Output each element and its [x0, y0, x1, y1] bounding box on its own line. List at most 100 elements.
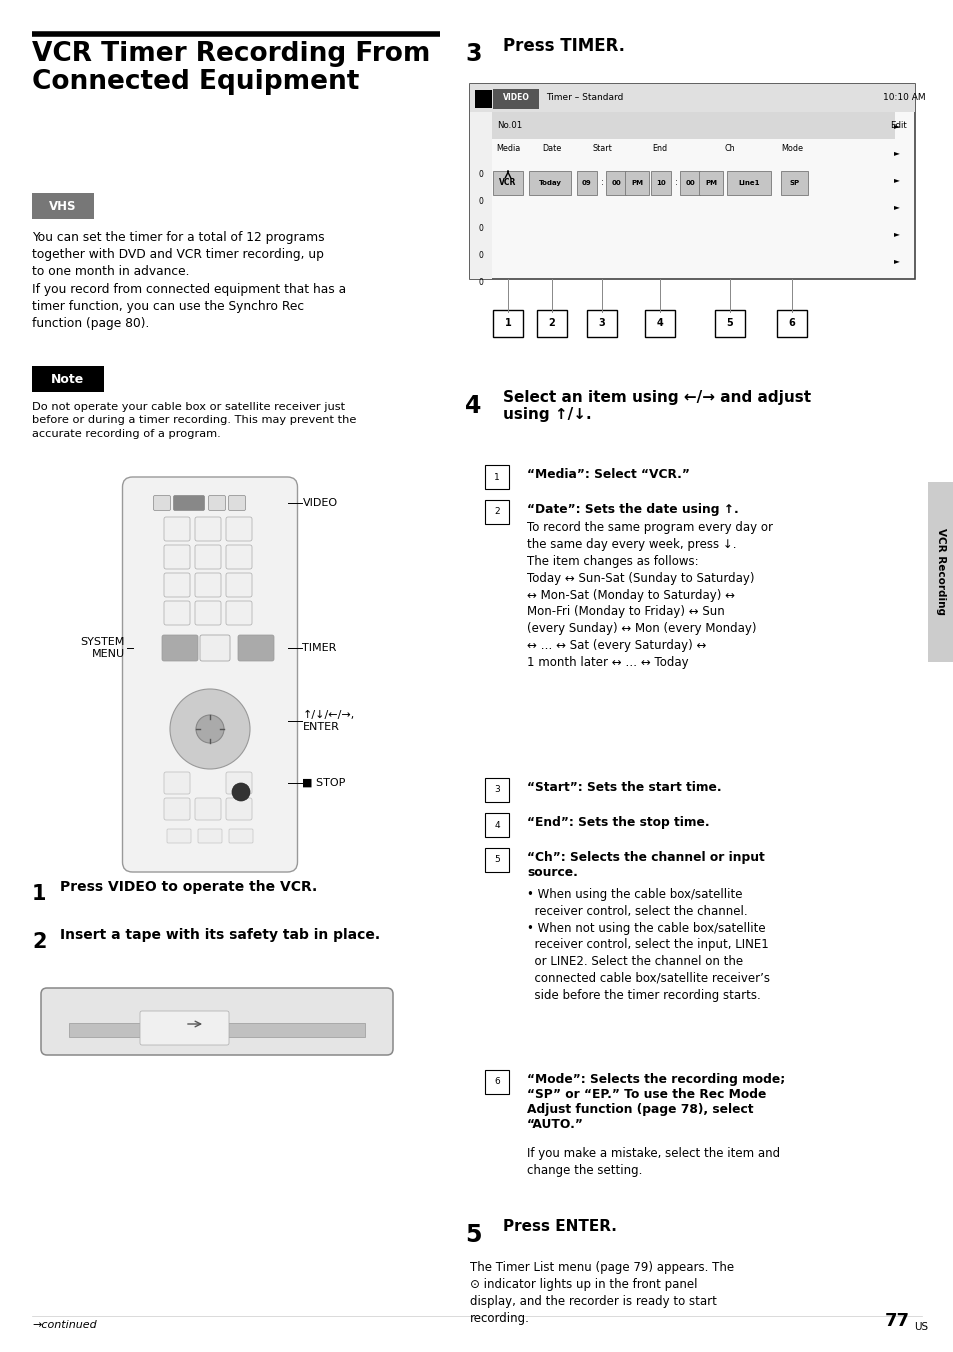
Text: “Media”: Select “VCR.”: “Media”: Select “VCR.”: [526, 468, 689, 481]
Text: Date: Date: [542, 145, 561, 153]
FancyBboxPatch shape: [164, 516, 190, 541]
Text: 2: 2: [494, 507, 499, 516]
FancyBboxPatch shape: [153, 495, 171, 511]
FancyBboxPatch shape: [229, 829, 253, 844]
FancyBboxPatch shape: [679, 170, 700, 195]
FancyBboxPatch shape: [164, 573, 190, 598]
Text: 4: 4: [494, 821, 499, 830]
Text: Press VIDEO to operate the VCR.: Press VIDEO to operate the VCR.: [60, 880, 317, 894]
Text: 0: 0: [478, 197, 483, 206]
Text: • When using the cable box/satellite
  receiver control, select the channel.
• W: • When using the cable box/satellite rec…: [526, 888, 769, 1002]
FancyBboxPatch shape: [484, 465, 509, 489]
Text: Timer – Standard: Timer – Standard: [545, 93, 622, 103]
Text: “Start”: Sets the start time.: “Start”: Sets the start time.: [526, 781, 720, 794]
Text: 0: 0: [478, 170, 483, 178]
Text: PM: PM: [704, 180, 717, 187]
Text: 10: 10: [656, 180, 665, 187]
FancyBboxPatch shape: [650, 170, 670, 195]
FancyBboxPatch shape: [140, 1011, 229, 1045]
FancyBboxPatch shape: [577, 170, 597, 195]
FancyBboxPatch shape: [484, 1069, 509, 1094]
FancyBboxPatch shape: [726, 170, 770, 195]
Text: End: End: [652, 145, 667, 153]
FancyBboxPatch shape: [194, 545, 221, 569]
Text: 1: 1: [494, 472, 499, 481]
Text: 4: 4: [464, 393, 481, 418]
Text: Line1: Line1: [738, 180, 759, 187]
FancyBboxPatch shape: [493, 170, 522, 195]
FancyBboxPatch shape: [226, 772, 252, 794]
Bar: [470, 112, 492, 279]
FancyBboxPatch shape: [226, 798, 252, 821]
Text: 5: 5: [464, 1224, 481, 1247]
FancyBboxPatch shape: [198, 829, 222, 844]
Text: 0: 0: [478, 224, 483, 233]
FancyBboxPatch shape: [41, 988, 393, 1055]
FancyBboxPatch shape: [699, 170, 722, 195]
Text: “Ch”: Selects the channel or input
source.: “Ch”: Selects the channel or input sourc…: [526, 850, 764, 879]
Text: The Timer List menu (page 79) appears. The
⊙ indicator lights up in the front pa: The Timer List menu (page 79) appears. T…: [470, 1261, 734, 1325]
FancyBboxPatch shape: [237, 635, 274, 661]
Text: Select an item using ←/→ and adjust
using ↑/↓.: Select an item using ←/→ and adjust usin…: [502, 389, 810, 422]
FancyBboxPatch shape: [226, 602, 252, 625]
FancyBboxPatch shape: [229, 495, 245, 511]
FancyBboxPatch shape: [529, 170, 571, 195]
Text: VCR Recording: VCR Recording: [935, 529, 945, 615]
FancyBboxPatch shape: [644, 310, 675, 337]
Text: To record the same program every day or
the same day every week, press ↓.
The it: To record the same program every day or …: [526, 522, 772, 669]
Text: Edit: Edit: [889, 120, 905, 130]
Text: :: :: [674, 178, 677, 188]
Text: “Mode”: Selects the recording mode;
“SP” or “EP.” To use the Rec Mode
Adjust fun: “Mode”: Selects the recording mode; “SP”…: [526, 1073, 784, 1132]
Text: TIMER: TIMER: [302, 644, 336, 653]
FancyBboxPatch shape: [493, 310, 522, 337]
FancyBboxPatch shape: [194, 602, 221, 625]
FancyBboxPatch shape: [484, 777, 509, 802]
Text: 5: 5: [726, 319, 733, 329]
Text: ►: ►: [893, 203, 899, 211]
Text: You can set the timer for a total of 12 programs
together with DVD and VCR timer: You can set the timer for a total of 12 …: [32, 231, 346, 330]
Text: 10:10 AM: 10:10 AM: [882, 93, 924, 103]
Bar: [32, 193, 94, 219]
Text: If you make a mistake, select the item and
change the setting.: If you make a mistake, select the item a…: [526, 1146, 780, 1176]
Text: ►: ►: [893, 230, 899, 238]
Text: SYSTEM
MENU: SYSTEM MENU: [80, 637, 125, 660]
Bar: [470, 84, 914, 279]
FancyBboxPatch shape: [484, 500, 509, 525]
Text: :: :: [600, 178, 602, 188]
FancyBboxPatch shape: [167, 829, 191, 844]
FancyBboxPatch shape: [194, 516, 221, 541]
Text: 2: 2: [548, 319, 555, 329]
Circle shape: [170, 690, 250, 769]
Text: 00: 00: [611, 180, 620, 187]
Text: 1: 1: [504, 319, 511, 329]
Circle shape: [232, 783, 250, 800]
Text: VCR Timer Recording From
Connected Equipment: VCR Timer Recording From Connected Equip…: [32, 41, 430, 95]
Text: 6: 6: [788, 319, 795, 329]
Text: 6: 6: [494, 1078, 499, 1087]
Circle shape: [195, 715, 224, 744]
FancyBboxPatch shape: [200, 635, 230, 661]
Text: 0: 0: [478, 251, 483, 260]
FancyBboxPatch shape: [605, 170, 625, 195]
FancyBboxPatch shape: [194, 573, 221, 598]
FancyBboxPatch shape: [122, 477, 297, 872]
Text: ►: ►: [893, 149, 899, 157]
Bar: [475, 91, 492, 108]
FancyBboxPatch shape: [164, 545, 190, 569]
Text: 3: 3: [598, 319, 605, 329]
FancyBboxPatch shape: [624, 170, 648, 195]
Text: ►: ►: [893, 122, 899, 131]
Text: 1: 1: [32, 884, 47, 904]
Text: Ch: Ch: [724, 145, 735, 153]
FancyBboxPatch shape: [714, 310, 744, 337]
Bar: [492, 112, 894, 139]
Text: No.01: No.01: [497, 120, 521, 130]
Text: Do not operate your cable box or satellite receiver just
before or during a time: Do not operate your cable box or satelli…: [32, 402, 356, 438]
Text: 4: 4: [656, 319, 662, 329]
FancyBboxPatch shape: [164, 602, 190, 625]
Text: 00: 00: [684, 180, 694, 187]
Text: “End”: Sets the stop time.: “End”: Sets the stop time.: [526, 817, 709, 829]
Text: VIDEO: VIDEO: [502, 93, 529, 103]
Text: 09: 09: [581, 180, 591, 187]
Text: Press ENTER.: Press ENTER.: [502, 1220, 617, 1234]
